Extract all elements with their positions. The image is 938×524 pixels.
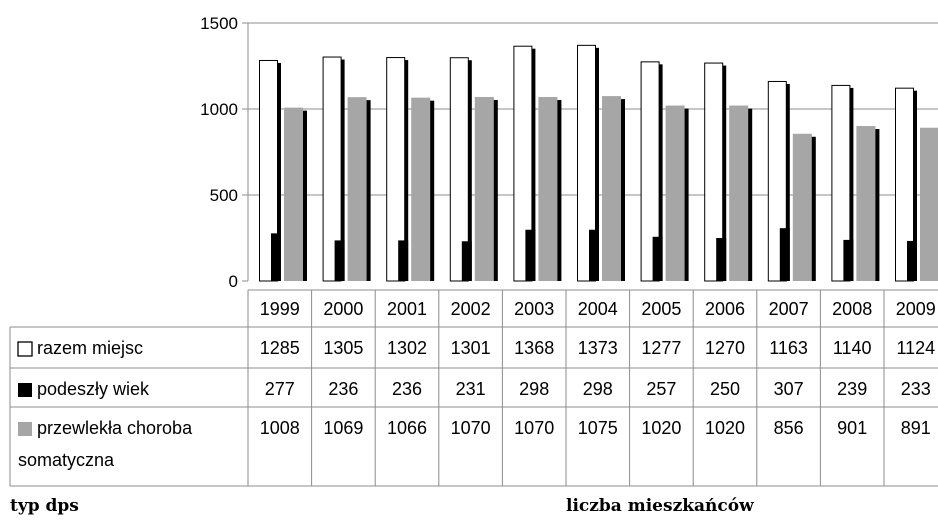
- x-tick-label: 2002: [451, 299, 491, 319]
- data-label: 1163: [769, 338, 808, 358]
- footer-right-label: liczba mieszkańców: [566, 496, 754, 516]
- bar: [843, 239, 854, 281]
- bar: [461, 241, 472, 281]
- bar: [920, 127, 938, 281]
- data-label: 1020: [641, 418, 681, 438]
- x-tick-label: 2008: [832, 299, 872, 319]
- legend-label: podeszły wiek: [37, 379, 150, 399]
- bar: [652, 236, 663, 281]
- bar: [259, 59, 278, 282]
- bar: [398, 240, 409, 281]
- footer-left-label: typ dps: [10, 496, 79, 516]
- bar: [779, 228, 790, 281]
- y-tick-label: 1500: [200, 14, 238, 33]
- data-label: 1075: [578, 418, 618, 438]
- bar: [525, 229, 536, 281]
- data-label: 236: [328, 379, 358, 399]
- data-label: 1285: [260, 338, 300, 358]
- data-label: 856: [774, 418, 804, 438]
- data-label: 1008: [260, 418, 300, 438]
- data-label: 1277: [641, 338, 681, 358]
- data-label: 1020: [705, 418, 745, 438]
- data-label: 257: [646, 379, 676, 399]
- bar: [513, 45, 533, 282]
- data-label: 277: [265, 379, 295, 399]
- bar: [538, 96, 558, 282]
- data-label: 239: [837, 379, 867, 399]
- bar: [449, 57, 469, 282]
- bar: [589, 229, 599, 281]
- bar: [322, 56, 342, 282]
- bar: [474, 96, 494, 282]
- data-label: 901: [837, 418, 867, 438]
- bar: [895, 87, 914, 282]
- bar: [729, 105, 749, 281]
- data-label: 1301: [451, 338, 491, 358]
- y-tick-label: 500: [210, 186, 238, 205]
- data-label: 891: [901, 418, 931, 438]
- x-tick-label: 2001: [387, 299, 427, 319]
- y-tick-label: 1000: [200, 100, 238, 119]
- data-label: 236: [392, 379, 422, 399]
- legend-label: przewlekła choroba: [37, 418, 193, 438]
- legend-label: somatyczna: [18, 450, 115, 470]
- bar: [577, 44, 596, 282]
- data-label: 1066: [387, 418, 427, 438]
- data-label: 233: [901, 379, 931, 399]
- x-tick-label: 1999: [260, 299, 300, 319]
- y-tick-label: 0: [229, 272, 238, 291]
- data-label: 1124: [896, 338, 935, 358]
- bar: [386, 57, 406, 282]
- bar: [716, 238, 727, 281]
- bar: [411, 97, 431, 281]
- data-label: 1070: [514, 418, 554, 438]
- data-label: 307: [774, 379, 804, 399]
- data-label: 298: [519, 379, 549, 399]
- bar: [602, 96, 621, 281]
- x-tick-label: 2003: [514, 299, 554, 319]
- x-tick-label: 2007: [769, 299, 809, 319]
- legend-label: razem miejsc: [37, 338, 143, 358]
- bar: [334, 240, 345, 281]
- data-label: 1302: [387, 338, 427, 358]
- legend-swatch: [17, 341, 33, 357]
- data-label: 1270: [705, 338, 745, 358]
- data-label: 1373: [578, 338, 618, 358]
- bar: [271, 233, 281, 281]
- data-label: 1070: [451, 418, 491, 438]
- bar: [665, 105, 685, 281]
- x-tick-label: 2004: [578, 299, 618, 319]
- data-label: 231: [456, 379, 486, 399]
- legend-swatch: [18, 422, 32, 436]
- bar: [907, 240, 917, 281]
- bar: [640, 61, 660, 282]
- data-label: 1368: [514, 338, 554, 358]
- bar: [831, 84, 851, 282]
- data-label: 250: [710, 379, 740, 399]
- data-label: 1069: [323, 418, 363, 438]
- x-tick-label: 2005: [641, 299, 681, 319]
- x-tick-label: 2000: [323, 299, 363, 319]
- x-tick-label: 2006: [705, 299, 745, 319]
- bar: [284, 107, 303, 282]
- data-label: 298: [583, 379, 613, 399]
- bar: [792, 133, 812, 281]
- x-tick-label: 2009: [896, 299, 936, 319]
- data-label: 1140: [833, 338, 872, 358]
- bar: [856, 126, 876, 281]
- bar: [347, 97, 367, 281]
- data-label: 1305: [323, 338, 363, 358]
- bar: [704, 62, 724, 282]
- legend-swatch: [18, 383, 32, 397]
